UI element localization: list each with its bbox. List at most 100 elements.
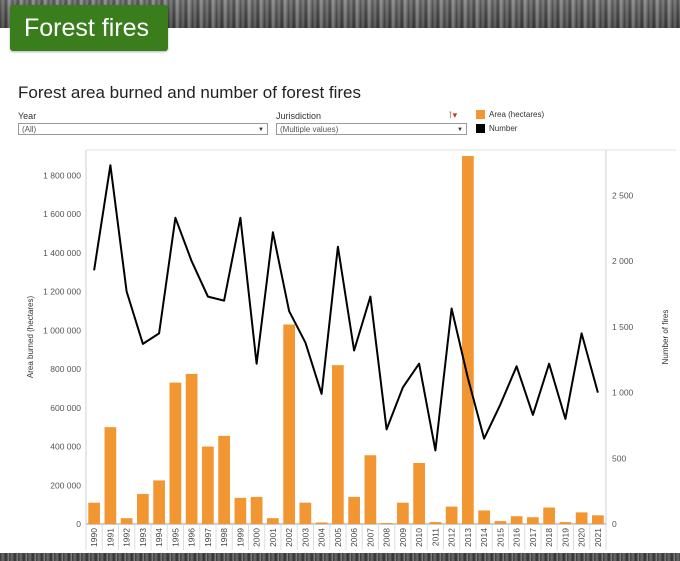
clear-filter-icon[interactable]: ⊺▾ [448, 110, 458, 120]
x-tick-label: 2000 [252, 528, 262, 547]
bar [299, 502, 312, 524]
bar [510, 516, 523, 524]
legend-swatch-area [476, 110, 485, 120]
bar [88, 502, 100, 524]
x-tick-label: 2010 [414, 528, 424, 547]
x-tick-label: 2021 [593, 528, 603, 547]
bar [494, 521, 507, 524]
bar [267, 518, 279, 524]
x-tick-label: 1991 [105, 528, 115, 547]
x-tick-label: 2018 [544, 528, 554, 547]
x-tick-label: 2020 [577, 528, 587, 547]
bar [527, 517, 539, 524]
chevron-down-icon: ▼ [258, 127, 264, 133]
x-tick-label: 1996 [187, 528, 197, 547]
x-tick-label: 2012 [447, 528, 457, 547]
jurisdiction-filter-label: Jurisdiction [276, 111, 322, 121]
bar [202, 446, 214, 524]
y2-axis-title: Number of fires [661, 310, 670, 365]
y-tick-label: 800 000 [50, 364, 81, 374]
bar [543, 507, 555, 524]
bar [250, 496, 263, 524]
bar [592, 515, 604, 524]
jurisdiction-dropdown[interactable]: (Multiple values) ▼ [276, 123, 467, 135]
legend-item-area: Area (hectares) [476, 110, 544, 120]
y2-tick-label: 2 000 [612, 256, 634, 266]
bar [478, 510, 490, 524]
y-axis-title: Area burned (hectares) [26, 296, 35, 379]
bar [218, 435, 230, 524]
bar [429, 522, 442, 524]
y2-tick-label: 2 500 [612, 190, 634, 200]
bar [348, 496, 360, 524]
x-tick-label: 2005 [333, 528, 343, 547]
legend-item-number: Number [476, 124, 517, 134]
x-tick-label: 2004 [317, 528, 327, 547]
bar [104, 427, 117, 524]
y2-tick-label: 0 [612, 519, 617, 529]
x-tick-label: 2011 [430, 528, 440, 547]
y2-tick-label: 1 500 [612, 322, 634, 332]
legend-label-area: Area (hectares) [489, 110, 545, 119]
y2-tick-label: 1 000 [612, 388, 634, 398]
x-tick-label: 1993 [138, 528, 148, 547]
bar [380, 523, 393, 524]
bar [445, 506, 458, 524]
bar [462, 156, 474, 524]
bar [413, 462, 425, 524]
chart-title: Forest area burned and number of forest … [18, 83, 362, 102]
x-tick-label: 2013 [463, 528, 473, 547]
x-tick-label: 2016 [512, 528, 522, 547]
x-tick-label: 2019 [560, 528, 570, 547]
footer-strip [0, 553, 680, 561]
year-filter-label: Year [18, 111, 37, 121]
bar [185, 373, 198, 524]
jurisdiction-dropdown-value: (Multiple values) [280, 125, 339, 134]
x-tick-label: 2006 [349, 528, 359, 547]
x-tick-label: 2003 [300, 528, 310, 547]
bar [559, 522, 572, 524]
y-tick-label: 1 400 000 [43, 248, 81, 258]
y-tick-label: 200 000 [50, 480, 81, 490]
bar [575, 512, 588, 524]
x-tick-label: 2001 [268, 528, 278, 547]
legend-swatch-number [476, 124, 485, 134]
y-tick-label: 1 800 000 [43, 170, 81, 180]
y-tick-label: 0 [76, 519, 81, 529]
x-tick-label: 1992 [122, 528, 132, 547]
x-tick-label: 2009 [398, 528, 408, 547]
bar [120, 518, 133, 524]
bar [397, 502, 409, 524]
x-tick-label: 1998 [219, 528, 229, 547]
x-tick-label: 1999 [235, 528, 245, 547]
chevron-down-icon: ▼ [457, 127, 463, 133]
series-line-number [93, 164, 599, 452]
y-tick-label: 1 600 000 [43, 209, 81, 219]
y2-tick-label: 500 [612, 453, 626, 463]
y-tick-label: 600 000 [50, 403, 81, 413]
page-title-badge: Forest fires [10, 5, 168, 51]
bar [315, 522, 328, 524]
bar [283, 324, 295, 524]
bar [234, 497, 247, 524]
x-tick-label: 1997 [203, 528, 213, 547]
bar [137, 493, 149, 524]
x-tick-label: 2008 [382, 528, 392, 547]
year-dropdown-value: (All) [22, 125, 37, 134]
x-tick-label: 2002 [284, 528, 294, 547]
x-tick-label: 2015 [495, 528, 505, 547]
bar [364, 455, 377, 524]
x-tick-label: 2014 [479, 528, 489, 547]
y-tick-label: 1 200 000 [43, 287, 81, 297]
y-tick-label: 400 000 [50, 442, 81, 452]
x-tick-label: 1990 [89, 528, 99, 547]
x-tick-label: 1994 [154, 528, 164, 547]
bar [332, 365, 344, 524]
legend-label-number: Number [489, 124, 518, 133]
y-tick-label: 1 000 000 [43, 325, 81, 335]
x-tick-label: 2007 [365, 528, 375, 547]
x-tick-label: 1995 [170, 528, 180, 547]
year-dropdown[interactable]: (All) ▼ [18, 123, 268, 135]
x-tick-label: 2017 [528, 528, 538, 547]
bar [153, 480, 165, 524]
